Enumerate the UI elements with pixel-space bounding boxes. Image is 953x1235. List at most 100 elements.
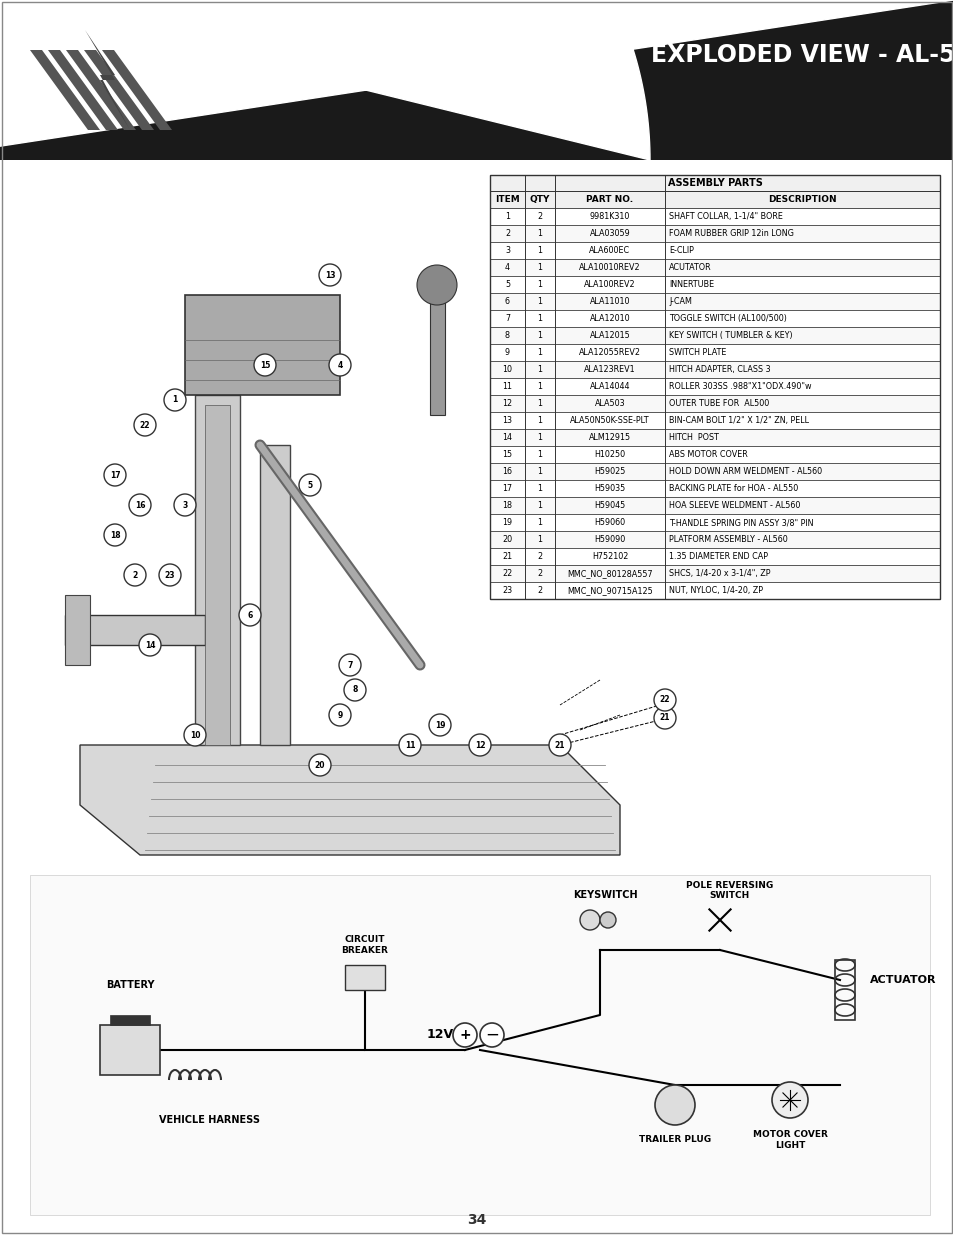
Bar xyxy=(490,259,939,275)
Circle shape xyxy=(104,524,126,546)
Text: QTY: QTY xyxy=(529,195,550,204)
Bar xyxy=(490,327,939,345)
Text: 1: 1 xyxy=(537,314,542,324)
Text: TRAILER PLUG: TRAILER PLUG xyxy=(639,1135,710,1145)
Circle shape xyxy=(599,911,616,927)
Text: H59025: H59025 xyxy=(594,467,625,475)
Bar xyxy=(490,582,939,599)
Text: 5: 5 xyxy=(307,480,313,489)
Text: ACUTATOR: ACUTATOR xyxy=(668,263,711,272)
Circle shape xyxy=(338,655,360,676)
Text: 22: 22 xyxy=(139,420,150,430)
Text: 11: 11 xyxy=(502,382,512,391)
Bar xyxy=(30,876,929,1215)
Bar xyxy=(490,345,939,361)
Circle shape xyxy=(548,734,571,756)
Text: 12: 12 xyxy=(475,741,485,750)
Text: J-CAM: J-CAM xyxy=(668,296,691,306)
Text: 2: 2 xyxy=(537,212,542,221)
Bar xyxy=(490,275,939,293)
Circle shape xyxy=(129,494,151,516)
Bar xyxy=(490,514,939,531)
Text: H752102: H752102 xyxy=(591,552,627,561)
Bar xyxy=(490,531,939,548)
Bar xyxy=(100,1025,160,1074)
Bar xyxy=(490,446,939,463)
Text: 7: 7 xyxy=(347,661,353,669)
Text: 1: 1 xyxy=(537,263,542,272)
Circle shape xyxy=(173,494,195,516)
Text: 20: 20 xyxy=(314,761,325,769)
Text: 18: 18 xyxy=(110,531,120,540)
Text: PLATFORM ASSEMBLY - AL560: PLATFORM ASSEMBLY - AL560 xyxy=(668,535,787,543)
Text: 1: 1 xyxy=(504,212,510,221)
Text: 10: 10 xyxy=(502,366,512,374)
Circle shape xyxy=(164,389,186,411)
Text: HITCH  POST: HITCH POST xyxy=(668,433,719,442)
Text: 16: 16 xyxy=(502,467,512,475)
Text: 21: 21 xyxy=(554,741,565,750)
Text: 19: 19 xyxy=(502,517,512,527)
Polygon shape xyxy=(84,49,153,130)
Text: SHAFT COLLAR, 1-1/4" BORE: SHAFT COLLAR, 1-1/4" BORE xyxy=(668,212,782,221)
Text: 1: 1 xyxy=(537,450,542,459)
Bar xyxy=(194,395,240,745)
Text: 3: 3 xyxy=(504,246,510,254)
Bar xyxy=(490,564,939,582)
Text: 22: 22 xyxy=(502,569,512,578)
Polygon shape xyxy=(0,0,953,161)
Text: KEY SWITCH ( TUMBLER & KEY): KEY SWITCH ( TUMBLER & KEY) xyxy=(668,331,792,340)
Text: 1: 1 xyxy=(537,484,542,493)
Text: 1: 1 xyxy=(537,535,542,543)
Bar xyxy=(490,412,939,429)
Text: 2: 2 xyxy=(504,228,510,238)
Polygon shape xyxy=(30,49,100,130)
Bar xyxy=(490,361,939,378)
Circle shape xyxy=(453,1023,476,1047)
Text: 1: 1 xyxy=(537,296,542,306)
Text: 8: 8 xyxy=(504,331,510,340)
Text: 34: 34 xyxy=(467,1213,486,1228)
Text: 1: 1 xyxy=(537,517,542,527)
Polygon shape xyxy=(48,49,118,130)
Circle shape xyxy=(104,464,126,487)
Text: H10250: H10250 xyxy=(594,450,625,459)
Bar xyxy=(490,496,939,514)
Text: 1: 1 xyxy=(537,348,542,357)
Bar xyxy=(490,310,939,327)
Text: 10: 10 xyxy=(190,730,200,740)
Bar xyxy=(490,175,939,599)
Text: ALA503: ALA503 xyxy=(594,399,624,408)
Text: PART NO.: PART NO. xyxy=(586,195,633,204)
Text: −: − xyxy=(484,1026,498,1044)
Bar xyxy=(65,615,205,645)
Text: 2: 2 xyxy=(537,585,542,595)
Bar xyxy=(205,405,230,745)
Text: 5: 5 xyxy=(504,280,510,289)
Text: 13: 13 xyxy=(324,270,335,279)
Text: H59045: H59045 xyxy=(594,501,625,510)
Circle shape xyxy=(344,679,366,701)
Text: 15: 15 xyxy=(259,361,270,369)
Text: 23: 23 xyxy=(165,571,175,579)
Text: TOGGLE SWITCH (AL100/500): TOGGLE SWITCH (AL100/500) xyxy=(668,314,786,324)
Circle shape xyxy=(654,689,676,711)
Text: KEYSWITCH: KEYSWITCH xyxy=(572,890,637,900)
Text: ALA123REV1: ALA123REV1 xyxy=(583,366,635,374)
Circle shape xyxy=(159,564,181,585)
Text: 1: 1 xyxy=(537,228,542,238)
Text: 21: 21 xyxy=(659,714,670,722)
Text: ALA12055REV2: ALA12055REV2 xyxy=(578,348,640,357)
Text: 1: 1 xyxy=(537,501,542,510)
Text: 6: 6 xyxy=(247,610,253,620)
Bar xyxy=(490,293,939,310)
Circle shape xyxy=(398,734,420,756)
Text: ALA11010: ALA11010 xyxy=(589,296,630,306)
Text: 14: 14 xyxy=(502,433,512,442)
Circle shape xyxy=(329,354,351,375)
Bar xyxy=(110,1015,150,1025)
Text: H59090: H59090 xyxy=(594,535,625,543)
Bar xyxy=(490,463,939,480)
Bar xyxy=(490,395,939,412)
Text: 7: 7 xyxy=(504,314,510,324)
